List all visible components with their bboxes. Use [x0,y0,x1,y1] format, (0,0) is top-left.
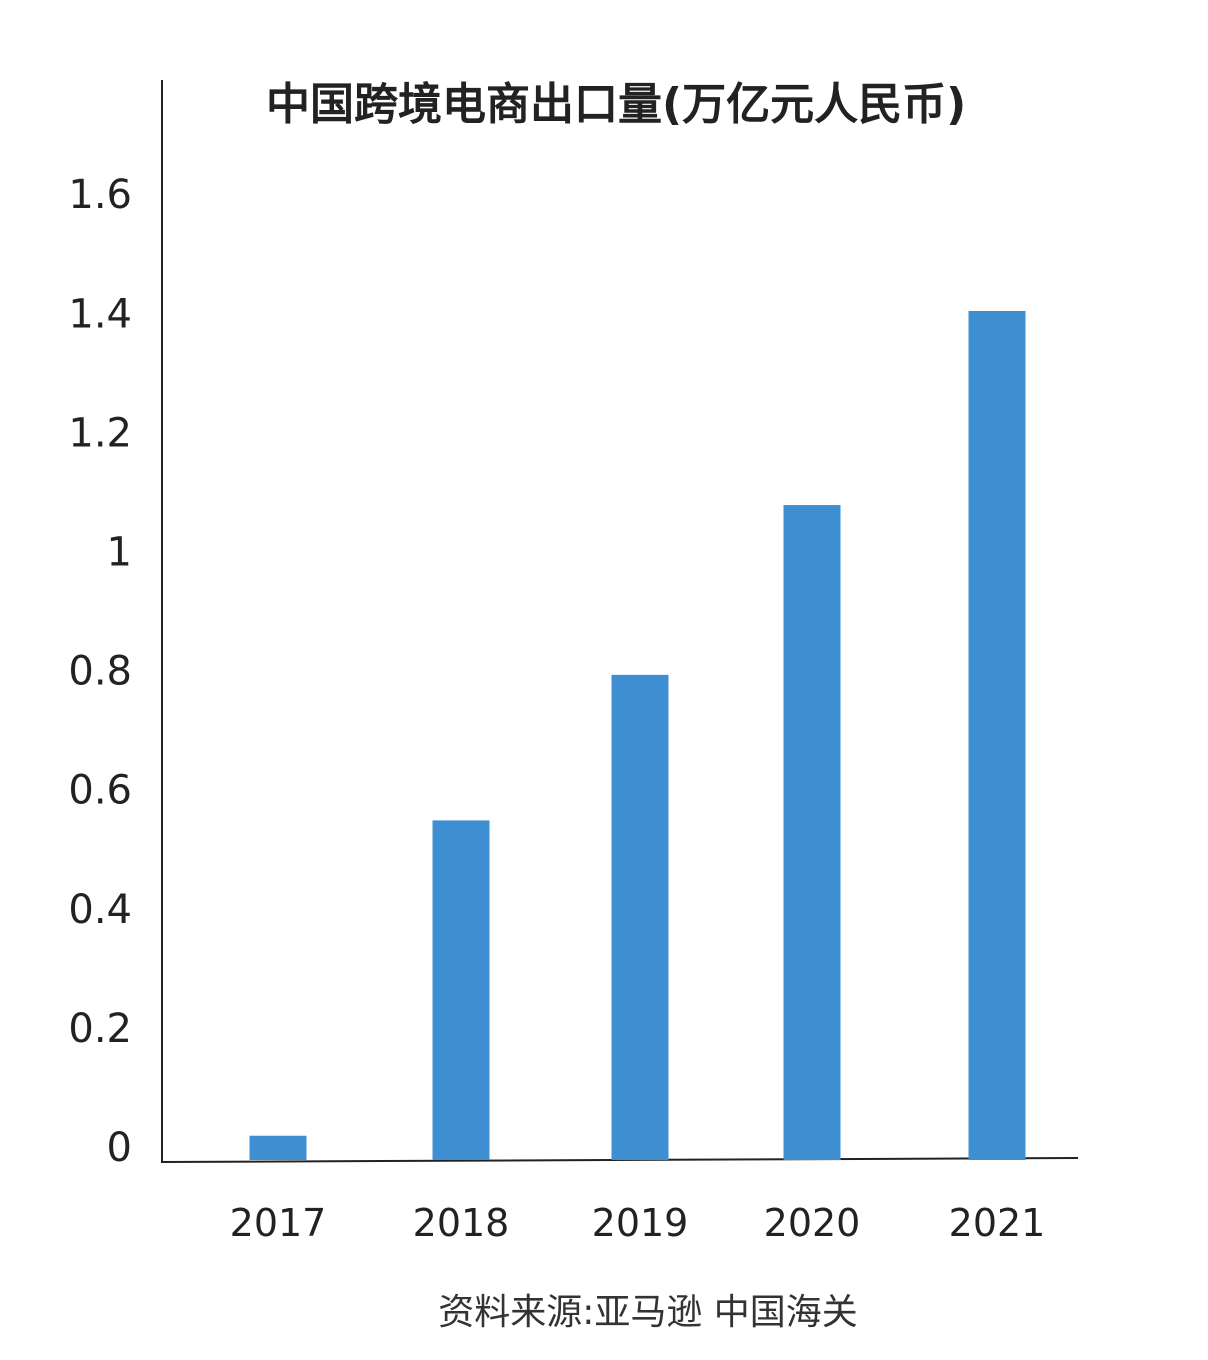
x-tick-label: 2021 [949,1201,1046,1245]
y-tick-label: 0.2 [68,1006,132,1052]
bar-2020 [783,505,841,1160]
y-tick-label: 1 [107,530,132,576]
y-tick-label: 0.4 [68,887,132,933]
bar-2018 [432,820,490,1160]
bar-2019 [611,674,669,1160]
bar-2017 [249,1135,307,1160]
y-tick-label: 1.4 [68,291,132,337]
x-tick-label: 2017 [230,1201,327,1245]
source-note: 资料来源:亚马逊 中国海关 [438,1292,858,1333]
x-tick-label: 2019 [592,1201,689,1245]
y-tick-label: 0.8 [68,649,132,695]
chart-title: 中国跨境电商出口量(万亿元人民币) [266,79,967,130]
y-tick-label: 0.6 [68,768,132,814]
bar-2021 [968,311,1026,1160]
y-tick-label: 1.6 [68,172,132,218]
x-tick-label: 2018 [413,1201,510,1245]
y-tick-label: 0 [107,1125,132,1171]
x-tick-label: 2020 [764,1201,861,1245]
y-tick-label: 1.2 [68,410,132,456]
